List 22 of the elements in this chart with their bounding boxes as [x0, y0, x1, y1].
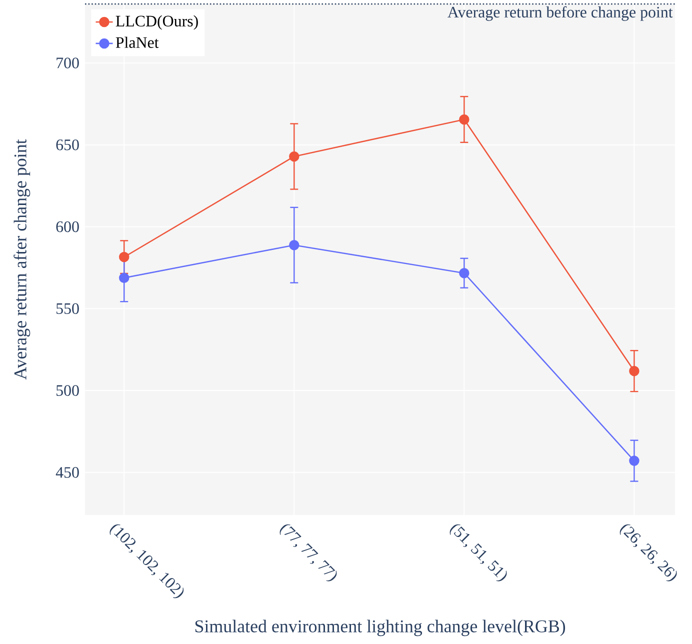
point [118, 252, 130, 262]
point [289, 240, 300, 250]
y-tick-label: 550 [56, 303, 79, 314]
point [629, 456, 640, 466]
point [459, 114, 470, 125]
point [629, 366, 640, 376]
point [459, 268, 470, 278]
x-tick-label: (51, 51, 51) [450, 524, 507, 582]
point [118, 272, 130, 283]
ref-line-label: Average return before change point [448, 6, 673, 21]
x-axis-title: Simulated environment lighting change level(RGB) [195, 620, 566, 636]
y-axis-title: Average return after change point [14, 139, 30, 380]
y-tick-label: 600 [56, 221, 79, 232]
x-tick-label: (26, 26, 26) [620, 524, 677, 582]
point [289, 151, 300, 162]
y-tick-label: 650 [56, 139, 79, 150]
y-tick-label: 450 [56, 467, 79, 478]
x-tick-label: (77, 77, 77) [280, 524, 337, 582]
y-tick-label: 700 [56, 58, 79, 68]
legend-label: LLCD(Ours) [116, 15, 198, 30]
legend-label: PlaNet [116, 36, 159, 48]
y-tick-label: 500 [56, 385, 79, 396]
